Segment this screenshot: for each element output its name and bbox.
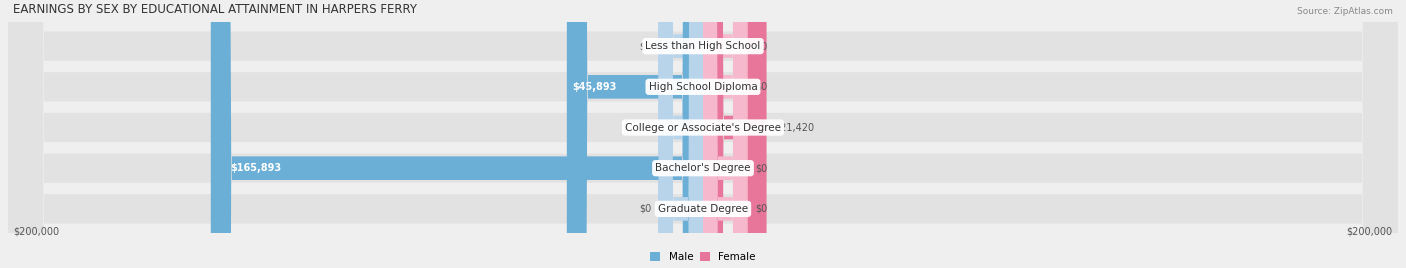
Text: $200,000: $200,000: [14, 226, 59, 236]
Text: $200,000: $200,000: [1347, 226, 1392, 236]
Text: $0: $0: [755, 41, 768, 51]
Text: College or Associate's Degree: College or Associate's Degree: [626, 122, 780, 132]
Text: $45,893: $45,893: [572, 82, 617, 92]
FancyBboxPatch shape: [703, 0, 766, 268]
Text: $0: $0: [755, 204, 768, 214]
FancyBboxPatch shape: [567, 0, 703, 268]
Text: EARNINGS BY SEX BY EDUCATIONAL ATTAINMENT IN HARPERS FERRY: EARNINGS BY SEX BY EDUCATIONAL ATTAINMEN…: [14, 3, 418, 16]
FancyBboxPatch shape: [703, 0, 748, 268]
FancyBboxPatch shape: [703, 0, 748, 268]
Text: $0: $0: [638, 41, 651, 51]
FancyBboxPatch shape: [211, 0, 703, 268]
Text: $0: $0: [638, 122, 651, 132]
Text: $21,420: $21,420: [773, 122, 814, 132]
FancyBboxPatch shape: [703, 0, 748, 268]
Text: $0: $0: [638, 204, 651, 214]
FancyBboxPatch shape: [8, 0, 1398, 268]
FancyBboxPatch shape: [8, 0, 1398, 268]
Text: $0: $0: [755, 163, 768, 173]
FancyBboxPatch shape: [8, 0, 1398, 268]
FancyBboxPatch shape: [8, 0, 1398, 268]
Text: High School Diploma: High School Diploma: [648, 82, 758, 92]
Text: $0: $0: [755, 82, 768, 92]
FancyBboxPatch shape: [658, 0, 703, 268]
Text: Source: ZipAtlas.com: Source: ZipAtlas.com: [1296, 7, 1392, 16]
Text: Graduate Degree: Graduate Degree: [658, 204, 748, 214]
Text: Less than High School: Less than High School: [645, 41, 761, 51]
Text: $165,893: $165,893: [231, 163, 281, 173]
Legend: Male, Female: Male, Female: [645, 248, 761, 266]
FancyBboxPatch shape: [658, 0, 703, 268]
FancyBboxPatch shape: [703, 0, 748, 268]
FancyBboxPatch shape: [658, 0, 703, 268]
Text: Bachelor's Degree: Bachelor's Degree: [655, 163, 751, 173]
FancyBboxPatch shape: [8, 0, 1398, 268]
